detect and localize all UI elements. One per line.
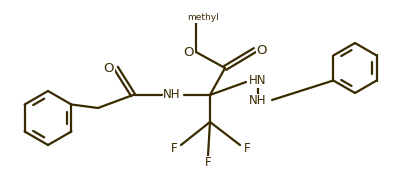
Text: NH: NH xyxy=(163,88,180,102)
Text: F: F xyxy=(243,142,250,154)
Text: methyl: methyl xyxy=(187,14,218,23)
Text: NH: NH xyxy=(249,95,266,107)
Text: HN: HN xyxy=(249,75,266,88)
Text: O: O xyxy=(256,43,266,56)
Text: O: O xyxy=(183,46,194,60)
Text: F: F xyxy=(170,142,177,154)
Text: F: F xyxy=(204,157,211,169)
Text: O: O xyxy=(104,61,114,75)
